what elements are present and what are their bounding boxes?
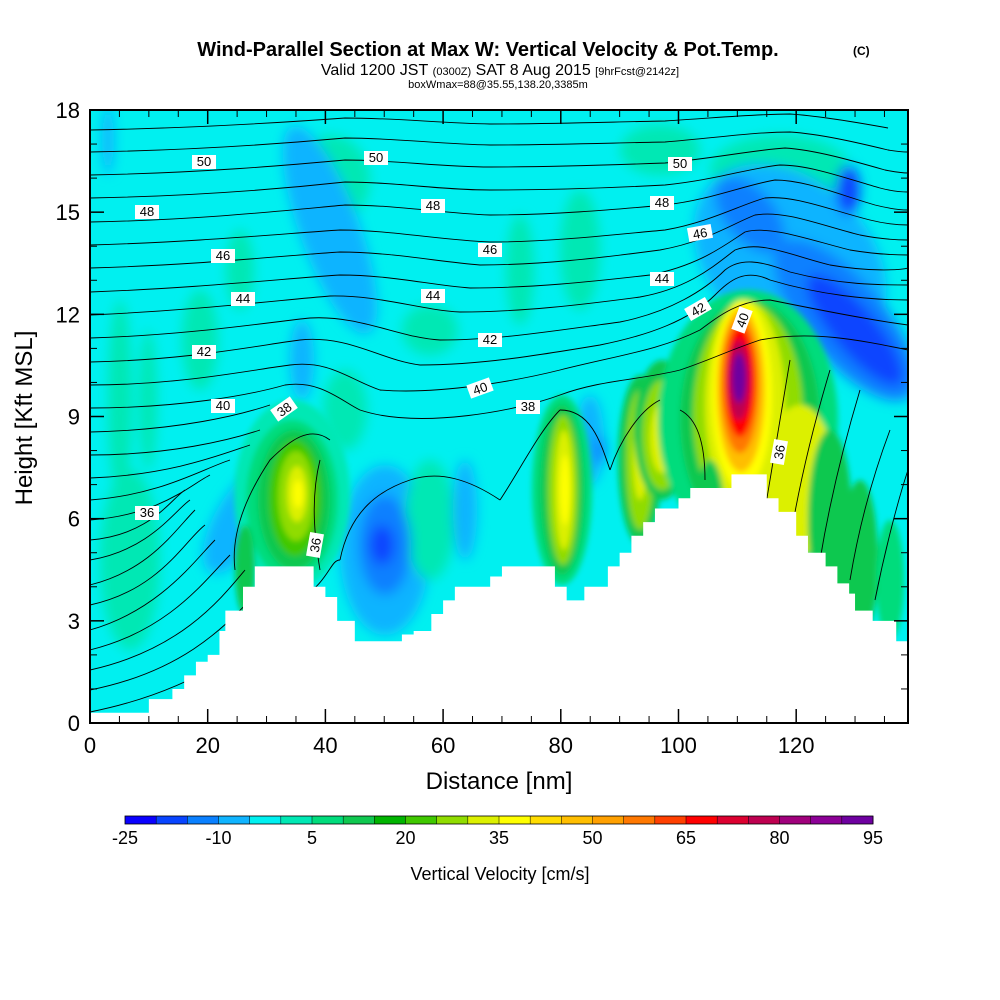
colorbar-tick-label: 35 (489, 828, 509, 848)
colorbar-tick-label: -25 (112, 828, 138, 848)
subtitle-date: SAT 8 Aug 2015 (476, 62, 591, 79)
contour-label: 40 (733, 311, 752, 330)
terrain-mask (90, 474, 908, 723)
colorbar-swatch (249, 816, 282, 824)
colorbar-tick-label: 80 (769, 828, 789, 848)
colorbar-label: Vertical Velocity [cm/s] (410, 864, 589, 884)
x-axis-label: Distance [nm] (426, 768, 573, 795)
y-tick-label: 0 (68, 711, 80, 736)
contour-label: 46 (692, 225, 709, 242)
colorbar-tick-label: 95 (863, 828, 883, 848)
contour-label: 36 (771, 444, 788, 461)
x-tick-label: 80 (549, 733, 573, 758)
contour-label: 44 (426, 288, 440, 303)
contour-label: 50 (369, 150, 383, 165)
contour-label: 42 (688, 299, 708, 319)
colorbar-swatch (218, 816, 251, 824)
colorbar-swatch (343, 816, 375, 824)
contour-label: 36 (307, 537, 324, 554)
y-tick-label: 6 (68, 507, 80, 532)
colorbar-tick-label: 20 (395, 828, 415, 848)
contour-label: 48 (426, 198, 440, 213)
colorbar-tick-label: -10 (205, 828, 231, 848)
colorbar-swatch (499, 816, 531, 824)
colorbar (124, 815, 874, 825)
colorbar-swatch (125, 816, 157, 824)
colorbar-swatch (841, 816, 874, 824)
x-tick-label: 40 (313, 733, 337, 758)
contour-label: 46 (216, 248, 230, 263)
colorbar-swatch (779, 816, 812, 824)
contour-label: 48 (655, 195, 669, 210)
colorbar-swatch (623, 816, 656, 824)
colorbar-swatch (748, 816, 780, 824)
chart-subtitle: Valid 1200 JST (0300Z) SAT 8 Aug 2015 [9… (321, 62, 679, 79)
x-axis: 0 20 40 60 80 100 120 (84, 110, 885, 758)
x-tick-label: 0 (84, 733, 96, 758)
colorbar-swatch (467, 816, 500, 824)
contour-label: 42 (483, 332, 497, 347)
contour-label: 36 (140, 505, 154, 520)
theta-contour-labels: 36 36 36 38 38 40 40 40 42 42 42 44 44 4… (135, 150, 788, 559)
x-tick-label: 120 (778, 733, 815, 758)
colorbar-swatch (654, 816, 687, 824)
colorbar-swatch (187, 816, 219, 824)
colorbar-swatch (312, 816, 344, 824)
contour-label: 50 (197, 154, 211, 169)
contour-label: 44 (236, 291, 250, 306)
colorbar-tick-label: 5 (307, 828, 317, 848)
contour-label: 46 (483, 242, 497, 257)
title-mark: (C) (853, 44, 870, 58)
contour-label: 40 (471, 379, 490, 398)
colorbar-ticks: -25 -10 5 20 35 50 65 80 95 (112, 828, 883, 848)
contour-label: 48 (140, 204, 154, 219)
x-tick-label: 60 (431, 733, 455, 758)
colorbar-swatch (530, 816, 562, 824)
colorbar-swatch (686, 816, 718, 824)
contour-label: 38 (521, 399, 535, 414)
x-tick-label: 100 (660, 733, 697, 758)
colorbar-swatch (280, 816, 313, 824)
y-axis-label: Height [Kft MSL] (11, 331, 38, 506)
y-tick-label: 3 (68, 609, 80, 634)
y-tick-label: 9 (68, 405, 80, 430)
colorbar-swatch (561, 816, 593, 824)
subtitle-utc: (0300Z) (433, 66, 472, 78)
contour-label: 38 (274, 399, 294, 420)
x-tick-label: 20 (195, 733, 219, 758)
colorbar-swatch (156, 816, 188, 824)
contour-label: 44 (655, 271, 669, 286)
chart-subtitle-2: boxWmax=88@35.55,138.20,3385m (408, 79, 588, 91)
colorbar-tick-label: 50 (582, 828, 602, 848)
colorbar-swatch (436, 816, 469, 824)
chart-title: Wind-Parallel Section at Max W: Vertical… (197, 39, 778, 61)
subtitle-fcst: [9hrFcst@2142z] (595, 66, 679, 78)
colorbar-swatch (717, 816, 749, 824)
colorbar-swatch (810, 816, 843, 824)
contour-label: 50 (673, 156, 687, 171)
contour-label: 42 (197, 344, 211, 359)
colorbar-swatch (592, 816, 625, 824)
plot-area (90, 110, 908, 723)
y-tick-label: 12 (56, 302, 80, 327)
subtitle-main: Valid 1200 JST (321, 62, 429, 79)
updraft-cores (234, 290, 904, 640)
colorbar-swatch (405, 816, 438, 824)
contour-label: 40 (216, 398, 230, 413)
y-tick-label: 18 (56, 98, 80, 123)
colorbar-swatch (374, 816, 406, 824)
colorbar-tick-label: 65 (676, 828, 696, 848)
y-tick-label: 15 (56, 200, 80, 225)
